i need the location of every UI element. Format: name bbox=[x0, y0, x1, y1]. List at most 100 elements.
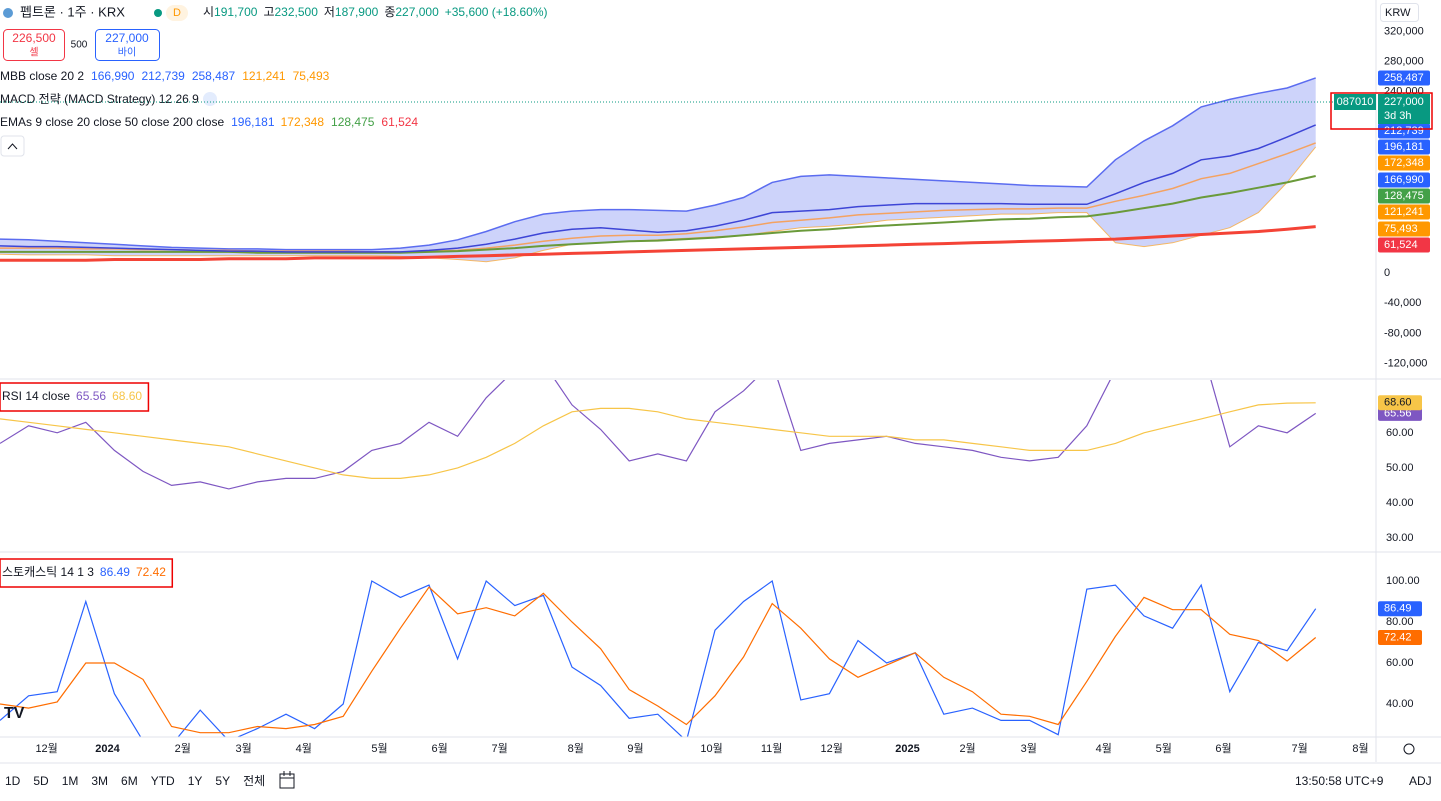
price-label-bg bbox=[1378, 172, 1430, 188]
range-button[interactable]: 3M bbox=[91, 774, 108, 788]
y-tick-label: 40.00 bbox=[1386, 497, 1414, 509]
toolbar: 1D 5D 1M 3M 6M YTD 1Y 5Y 전체 bbox=[5, 774, 265, 788]
chevron bbox=[7, 143, 18, 150]
price-label: 166,990 bbox=[1384, 174, 1424, 186]
legend-value: 61,524 bbox=[381, 115, 418, 129]
adjust[interactable]: ADJ bbox=[1409, 774, 1432, 788]
price-label-bg bbox=[1378, 188, 1430, 204]
range-button[interactable]: YTD bbox=[151, 774, 175, 788]
x-tick-label: 7월 bbox=[1292, 742, 1308, 755]
value: 187,900 bbox=[335, 5, 379, 19]
last-price-bg bbox=[1378, 94, 1430, 124]
market-status bbox=[154, 9, 162, 17]
pane-value: 86.49 bbox=[100, 565, 130, 579]
price-label-bg bbox=[1378, 155, 1430, 171]
overlay: 320,000280,000240,0000-40,000-80,000-120… bbox=[0, 25, 1433, 755]
y-tick-label: 100.00 bbox=[1386, 575, 1420, 587]
price-label-bg bbox=[1378, 70, 1430, 86]
x-tick-label: 12월 bbox=[35, 742, 57, 755]
legend-value: 212,739 bbox=[141, 69, 185, 83]
price-label-bg bbox=[1378, 204, 1430, 220]
legend-name: MACD 전략 (MACD Strategy) 12 26 9 bbox=[0, 92, 199, 106]
legend-row: MACD 전략 (MACD Strategy) 12 26 9 bbox=[0, 92, 199, 106]
currency-box[interactable] bbox=[1380, 3, 1419, 22]
y-tick-label: -40,000 bbox=[1384, 297, 1421, 309]
y-tick-label: -120,000 bbox=[1384, 358, 1427, 370]
legend-row: MBB close 20 2 166,990 212,739 258,487 121,2… bbox=[0, 69, 330, 83]
legend-value: 166,990 bbox=[91, 69, 135, 83]
pane bbox=[0, 77, 1317, 263]
buy-button[interactable] bbox=[95, 29, 160, 61]
price-label-bg bbox=[1378, 237, 1430, 253]
interval-badge: D bbox=[173, 7, 181, 19]
date-range-icon[interactable] bbox=[279, 771, 295, 789]
x-tick-label: 5월 bbox=[371, 742, 387, 755]
strategy-icon[interactable] bbox=[203, 92, 217, 106]
symbol-logo bbox=[3, 8, 13, 18]
x-tick-label: 12월 bbox=[821, 742, 843, 755]
pane-value: 68.60 bbox=[112, 389, 142, 403]
label: 종 bbox=[384, 5, 395, 19]
bollinger-band bbox=[0, 77, 1316, 262]
x-tick-label: 10월 bbox=[700, 742, 722, 755]
currency[interactable]: KRW bbox=[1385, 7, 1411, 19]
range-button[interactable]: 1M bbox=[62, 774, 79, 788]
y-tick-label: 60.00 bbox=[1386, 657, 1414, 669]
legend-name: EMAs 9 close 20 close 50 close 200 close bbox=[0, 115, 224, 129]
legend: MBB close 20 2 166,990 212,739 258,487 121,2… bbox=[0, 69, 418, 129]
x-tick-label: 2024 bbox=[95, 743, 120, 755]
value-label-bg bbox=[1378, 601, 1422, 617]
quantity[interactable]: 500 bbox=[71, 40, 88, 51]
panes bbox=[0, 77, 1317, 737]
range-button[interactable]: 6M bbox=[121, 774, 138, 788]
price-label: 61,524 bbox=[1384, 239, 1418, 251]
range-button[interactable]: 5Y bbox=[215, 774, 230, 788]
range-button[interactable]: 1D bbox=[5, 774, 21, 788]
buy-price: 227,000 bbox=[105, 31, 149, 45]
ema-line bbox=[0, 175, 1316, 254]
price-label-bg bbox=[1378, 221, 1430, 237]
value-label: 72.42 bbox=[1384, 631, 1412, 643]
price-label: 196,181 bbox=[1384, 141, 1424, 153]
range-button[interactable]: 1Y bbox=[188, 774, 203, 788]
legend-value: 75,493 bbox=[293, 69, 330, 83]
price-label: 172,348 bbox=[1384, 157, 1424, 169]
x-tick-label: 3월 bbox=[236, 742, 252, 755]
price-label: 212,739 bbox=[1384, 125, 1424, 137]
band-upper bbox=[0, 77, 1316, 251]
settings-icon[interactable] bbox=[1403, 743, 1415, 755]
value-label: 65.56 bbox=[1384, 407, 1412, 419]
pane bbox=[0, 380, 1317, 490]
highlight-box bbox=[0, 382, 150, 412]
x-tick-label: 9월 bbox=[627, 742, 643, 755]
symbol[interactable]: 펩트론 · 1주 · KRX bbox=[20, 4, 125, 19]
price-label: 258,487 bbox=[1384, 72, 1424, 84]
indicator-line bbox=[0, 402, 1316, 479]
x-tick-label: 2월 bbox=[959, 742, 975, 755]
legend-value: 128,475 bbox=[331, 115, 375, 129]
value: 227,000 bbox=[395, 5, 439, 19]
range-button[interactable]: 5D bbox=[33, 774, 49, 788]
badge-bg bbox=[166, 5, 188, 21]
indicator-line bbox=[0, 586, 1317, 734]
x-tick-label: 3월 bbox=[1021, 742, 1037, 755]
y-tick-label: -80,000 bbox=[1384, 327, 1421, 339]
pane bbox=[0, 579, 1317, 737]
last-price: 227,000 bbox=[1384, 96, 1424, 108]
change: +35,600 (+18.60%) bbox=[445, 5, 548, 19]
value-label-bg bbox=[1378, 395, 1422, 411]
pane-value: 65.56 bbox=[76, 389, 106, 403]
y-tick-label: 80.00 bbox=[1386, 616, 1414, 628]
y-tick-label: 60.00 bbox=[1386, 427, 1414, 439]
legend-value: 196,181 bbox=[231, 115, 275, 129]
legend-value: 121,241 bbox=[242, 69, 286, 83]
label: 저 bbox=[324, 5, 335, 19]
x-tick-label: 5월 bbox=[1156, 742, 1172, 755]
y-tick-label: 50.00 bbox=[1386, 462, 1414, 474]
collapse-button[interactable] bbox=[0, 135, 25, 157]
sell-button[interactable] bbox=[3, 29, 65, 61]
pane-legend: 스토캐스틱 14 1 3 86.49 72.42 bbox=[2, 565, 166, 579]
range-button[interactable]: 전체 bbox=[243, 774, 265, 788]
